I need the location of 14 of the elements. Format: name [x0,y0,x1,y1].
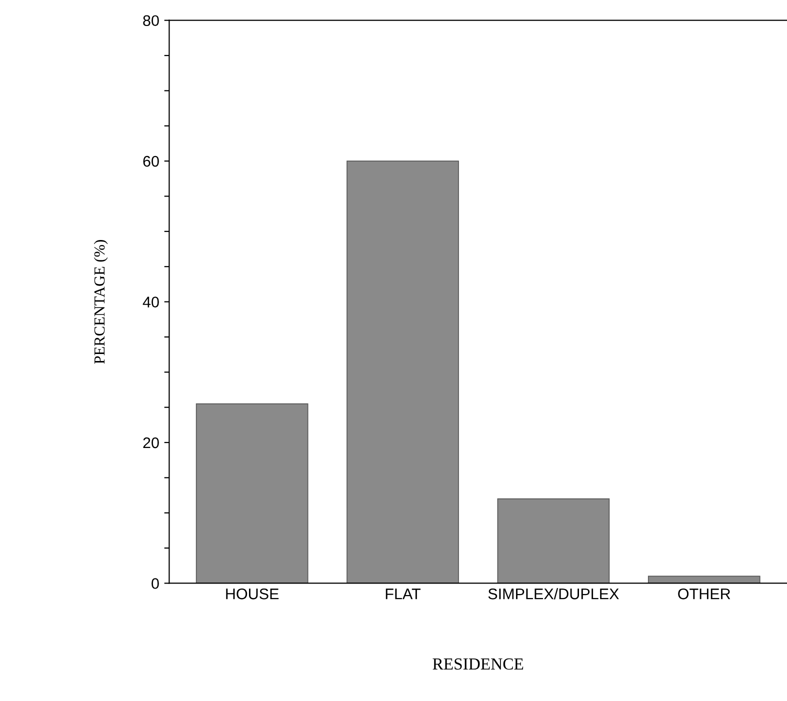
y-tick-label: 60 [143,156,159,167]
bar [346,160,459,584]
x-axis-title: RESIDENCE [432,658,524,670]
y-tick-label: 0 [152,578,159,589]
x-tick-label: HOUSE [226,588,279,600]
bar [196,403,308,584]
bar [497,498,610,584]
y-tick-label: 20 [143,437,159,448]
y-tick-label: 80 [143,15,159,26]
x-tick-label: OTHER [678,588,730,600]
x-tick-label: FLAT [386,588,421,600]
y-axis-title: PERCENTAGE (%) [94,240,108,364]
x-tick-label: SIMPLEX/DUPLEX [488,588,619,600]
y-tick-label: 40 [142,296,159,308]
